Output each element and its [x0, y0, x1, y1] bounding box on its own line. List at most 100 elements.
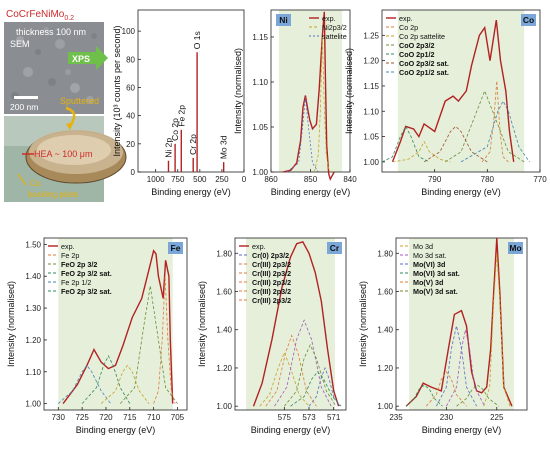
y-tick-label: 1.10 — [25, 368, 41, 377]
x-tick-label: 715 — [123, 413, 137, 422]
survey-peak-label: Fe 2p — [176, 105, 186, 127]
chart-mo: 235 230 225 1.00 1.20 1.40 1.60 1.80 Binding ene… — [358, 237, 528, 435]
series-line — [405, 237, 513, 407]
sample-illustration: CoCrFeNiMo0.2 thickness 100 nm SEM 200 n… — [4, 9, 127, 202]
series-line — [308, 366, 341, 407]
x-tick-label: 730 — [52, 413, 66, 422]
y-tick-label: 80 — [126, 55, 135, 64]
sem-grain-texture — [11, 27, 97, 104]
survey-peak-label: O 1s — [192, 31, 202, 49]
x-axis-label: Binding energy (eV) — [421, 187, 501, 197]
chart-ni: 860 850 840 1.00 1.05 1.10 1.15 Binding energy … — [233, 9, 357, 197]
legend-label: Cr(III) 2p3/2 — [252, 269, 291, 278]
legend-label: Co 2p — [399, 23, 418, 32]
series-line — [391, 19, 515, 163]
y-axis-label: Intensity (normalised) — [233, 48, 243, 134]
y-tick-label: 1.05 — [363, 133, 379, 142]
x-tick-label: 0 — [242, 175, 247, 184]
y-tick-label: 1.50 — [25, 240, 41, 249]
series-line — [120, 285, 178, 404]
series-line — [481, 80, 509, 163]
x-tick-label: 725 — [75, 413, 89, 422]
y-tick-label: 1.20 — [216, 364, 232, 373]
y-tick-label: 1.60 — [216, 288, 232, 297]
y-tick-label: 1.15 — [363, 82, 379, 91]
y-tick-label: 1.20 — [363, 57, 379, 66]
y-axis-label: Intensity (10³ counts per second) — [112, 25, 122, 156]
element-tag-badge — [276, 14, 291, 26]
x-tick-label: 1000 — [147, 175, 165, 184]
y-axis-label: Intensity (normalised) — [344, 48, 354, 134]
legend-label: exp. — [322, 14, 336, 23]
survey-peak-label: Ni 2p — [163, 138, 173, 158]
series-line — [435, 325, 477, 407]
series-line — [405, 384, 443, 407]
plot-frame — [234, 237, 347, 411]
x-tick-label: 225 — [490, 413, 504, 422]
plot-frame — [137, 9, 245, 173]
x-tick-label: 860 — [264, 175, 278, 184]
legend-label: Ni2p3/2 — [322, 23, 347, 32]
y-tick-label: 1.20 — [377, 364, 393, 373]
legend-label: CoO 2p3/2 — [399, 41, 435, 50]
y-tick-label: 1.00 — [25, 400, 41, 409]
legend-label: Cr(0) 2p3/2 — [252, 251, 289, 260]
y-tick-label: 1.40 — [216, 326, 232, 335]
y-tick-label: 20 — [126, 140, 135, 149]
x-tick-label: 710 — [147, 413, 161, 422]
x-tick-label: 850 — [304, 175, 318, 184]
legend-label: sattelite — [322, 32, 347, 41]
x-tick-label: 705 — [171, 413, 185, 422]
legend-label: Fe 2p — [61, 251, 79, 260]
legend-label: Mo 3d — [413, 242, 433, 251]
sample-composition: CoCrFeNiMo0.2 — [6, 9, 74, 22]
y-tick-label: 1.00 — [252, 168, 268, 177]
legend-label: Mo(VI) 3d — [413, 260, 445, 269]
series-line — [58, 364, 112, 404]
y-tick-label: 1.00 — [377, 402, 393, 411]
series-line — [456, 384, 500, 407]
element-tag: Mo — [509, 243, 521, 253]
x-tick-label: 230 — [440, 413, 454, 422]
series-line — [460, 100, 530, 163]
y-axis-label: Intensity (normalised) — [6, 281, 16, 367]
survey-peak-label: Co 2p — [170, 118, 180, 141]
chart-survey: 1000 750 500 250 0 0 20 40 60 80 100 Binding energy… — [112, 9, 247, 197]
x-axis-label: Binding energy (eV) — [251, 425, 331, 435]
thickness-label: thickness 100 nm — [16, 27, 86, 37]
series-line — [290, 371, 342, 407]
y-tick-label: 1.40 — [377, 326, 393, 335]
sputtered-label: Sputtered — [60, 96, 99, 106]
element-tag-badge — [508, 242, 523, 254]
cu-label: Cu — [30, 178, 41, 188]
highlight-band — [397, 10, 525, 172]
sem-label: SEM — [10, 39, 30, 49]
y-tick-label: 1.10 — [363, 107, 379, 116]
legend-label: exp. — [399, 14, 413, 23]
plot-frame — [381, 9, 541, 173]
series-line — [282, 11, 335, 182]
y-axis-label: Intensity (normalised) — [197, 281, 207, 367]
y-tick-label: 1.60 — [377, 288, 393, 297]
plot-frame — [43, 237, 188, 411]
y-tick-label: 1.25 — [363, 31, 379, 40]
y-tick-label: 1.40 — [25, 272, 41, 281]
legend-label: Cr(III) 2p3/2 — [252, 287, 291, 296]
x-axis-label: Binding energy (eV) — [76, 425, 156, 435]
x-axis-label: Binding energy (eV) — [422, 425, 502, 435]
xps-charts: 1000 750 500 250 0 0 20 40 60 80 100 Binding energy… — [6, 9, 547, 435]
legend-label: Mo(V) 3d sat. — [413, 287, 458, 296]
series-line — [252, 240, 340, 407]
legend-label: Mo 3d sat. — [413, 251, 447, 260]
series-line — [81, 355, 131, 404]
x-tick-label: 840 — [343, 175, 357, 184]
x-tick-label: 780 — [481, 175, 495, 184]
highlight-band — [409, 238, 514, 410]
series-line — [392, 140, 451, 163]
element-tag: Co — [523, 15, 534, 25]
chart-fe: 730 725 720 715 710 705 1.00 1.10 1.20 1.30 1.40 1.… — [6, 237, 188, 435]
plot-frame — [395, 237, 528, 411]
y-tick-label: 60 — [126, 83, 135, 92]
element-tag-badge — [168, 242, 183, 254]
